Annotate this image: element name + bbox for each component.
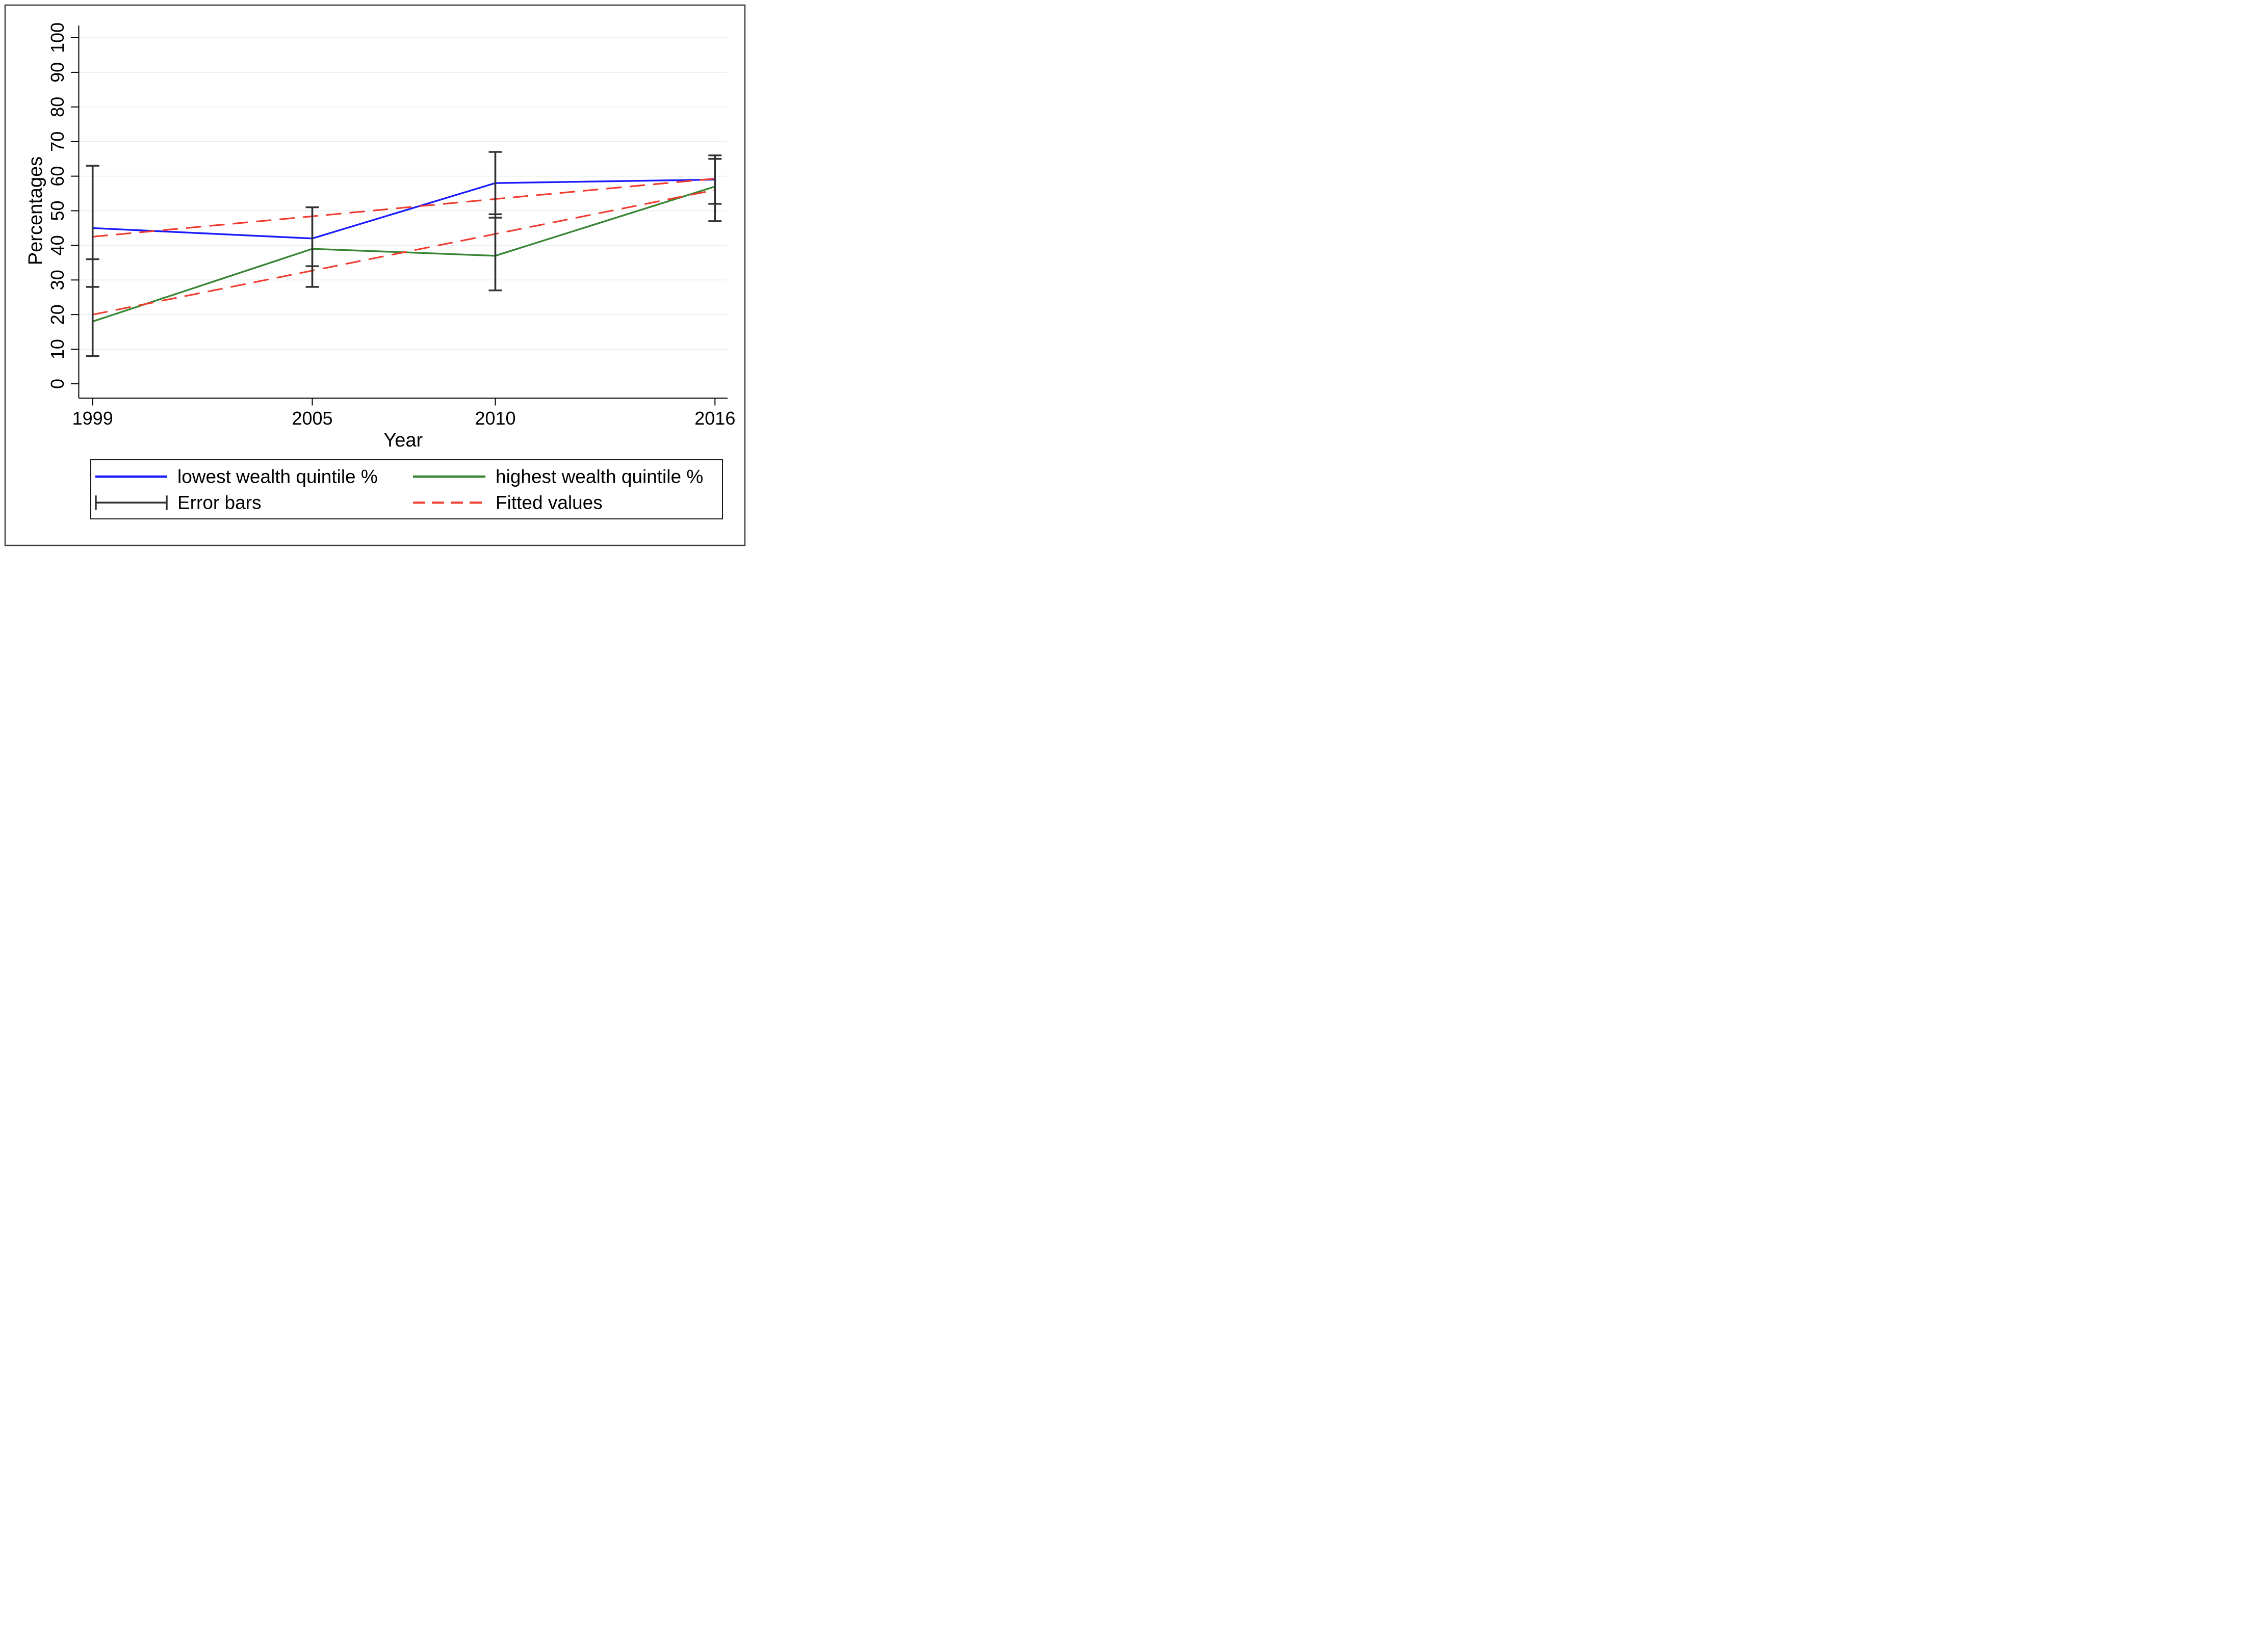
y-tick-label-90: 90: [47, 62, 68, 83]
legend-label-fitted-values: Fitted values: [496, 492, 603, 513]
chart-canvas: 0 10 20 30 40 50 60 70 80 90 100 1999 2005 2010 2016 Ye…: [4, 4, 746, 546]
y-tick-label-10: 10: [47, 339, 68, 359]
y-tick-label-40: 40: [47, 235, 68, 255]
x-axis-title: Year: [383, 430, 423, 451]
legend-label-highest-wealth-quintile: highest wealth quintile %: [496, 466, 703, 487]
y-tick-label-70: 70: [47, 132, 68, 152]
figure-border: [4, 4, 746, 546]
legend-label-lowest-wealth-quintile: lowest wealth quintile %: [177, 466, 378, 487]
legend-label-error-bars: Error bars: [177, 492, 261, 513]
fitted-line-1: [92, 189, 715, 316]
stata-line-chart-figure: 0 10 20 30 40 50 60 70 80 90 100 1999 2005 2010 2016 Ye…: [0, 0, 750, 550]
x-tick-label-2016: 2016: [694, 408, 735, 429]
y-tick-label-80: 80: [47, 97, 68, 117]
x-tick-label-2005: 2005: [292, 408, 332, 429]
y-tick-label-60: 60: [47, 166, 68, 187]
y-tick-label-30: 30: [47, 270, 68, 290]
y-tick-label-0: 0: [47, 379, 68, 389]
fitted-line-0: [92, 177, 715, 238]
y-axis-title: Percentages: [25, 156, 46, 265]
y-tick-label-100: 100: [47, 22, 68, 53]
legend-box: [90, 459, 723, 519]
x-tick-label-1999: 1999: [72, 408, 113, 429]
x-tick-label-2010: 2010: [475, 408, 515, 429]
y-tick-label-20: 20: [47, 304, 68, 325]
series-line-0: [92, 178, 715, 240]
y-tick-label-50: 50: [47, 200, 68, 221]
